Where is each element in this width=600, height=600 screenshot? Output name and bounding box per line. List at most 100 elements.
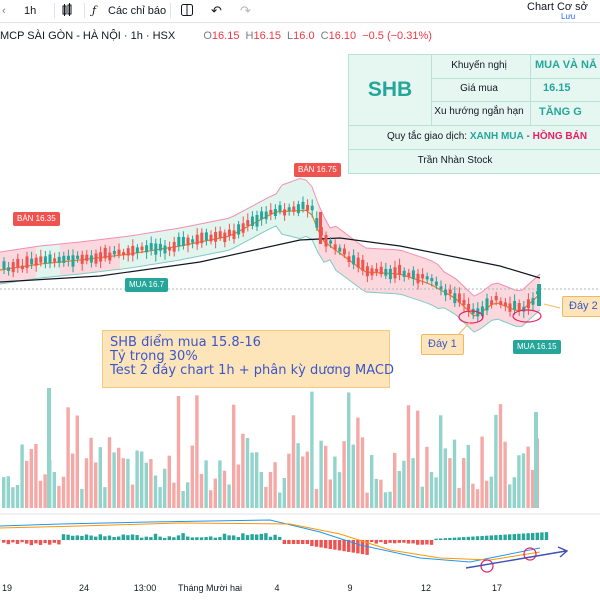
info-value: 16.15 [543,82,571,94]
macd-hist-bar [273,534,277,540]
x-tick: 9 [347,583,353,593]
chart-type-label[interactable]: Chart Cơ sở [527,1,588,13]
candle-body [503,302,507,307]
macd-hist-bar [29,540,33,546]
sell-callout-2[interactable]: BÁN 16.75 [294,163,341,177]
candle-body [71,255,75,267]
interval-button[interactable]: 1h [24,5,37,17]
volume-bar [434,477,438,508]
macd-hist-bar [61,534,66,540]
macd-hist-bar [181,533,185,540]
save-label[interactable]: Lưu [561,12,576,21]
candle-body [457,293,461,303]
macd-low-circle-2 [523,547,537,561]
symbol-title[interactable]: MCP SÀI GÒN - HÀ NỘI · 1h · HSX [0,30,176,42]
undo-icon[interactable]: ↶ [211,3,222,18]
candle-body [227,229,231,236]
candle-body [522,306,526,312]
bottom-2-label[interactable]: Đáy 2 [562,296,600,317]
volume-bar [135,450,139,508]
macd-hist-bar [209,536,213,540]
volume-bar [291,415,296,508]
macd-hist-bar [259,533,263,540]
volume-bar [94,462,98,508]
volume-bar [149,459,153,508]
indicators-button[interactable]: Các chỉ báo [108,5,167,17]
sell-callout-1[interactable]: BÁN 16.35 [13,212,60,226]
macd-hist-bar [11,540,15,543]
macd-hist-bar [480,535,484,540]
candle-body [283,209,287,216]
candle-body [319,212,322,244]
chart-area[interactable] [0,22,600,578]
macd-hist-bar [227,535,231,540]
candle-body [513,300,517,310]
macd-hist-bar [443,538,447,540]
candle-body [315,218,319,228]
macd-hist-bar [158,536,162,540]
volume-bar [319,440,323,508]
macd-hist-bar [107,535,112,540]
macd-hist-bar [84,534,89,540]
time-axis[interactable]: 19 24 13:00 Tháng Mười hai 4 9 12 17 [0,578,600,600]
buy-callout-1[interactable]: MUA 16.7 [125,278,169,292]
bar-style-icon[interactable] [60,3,74,19]
candle-body [89,255,93,263]
redo-icon[interactable]: ↷ [240,3,251,18]
macd-hist-bar [250,534,254,540]
indicators-icon[interactable]: ƒ [92,4,97,17]
candle-body [237,224,241,235]
rule-sell: HỒNG BÁN [532,131,588,142]
info-rule-row: Quy tắc giao dịch: XANH MUA - HỒNG BÁN [349,125,600,150]
x-tick: 17 [491,583,503,593]
x-tick: Tháng Mười hai [178,583,242,593]
macd-hist-bar [6,540,10,545]
candle-body [2,261,6,270]
info-value: MUA VÀ NẮ [535,59,597,71]
buy-callout-2[interactable]: MUA 16.15 [513,340,561,354]
macd-hist-bar [43,540,47,544]
volume-bar [112,452,116,508]
volume-bar [264,486,268,508]
layout-icon[interactable] [180,3,194,19]
volume-bar [103,487,107,508]
analysis-note[interactable]: SHB điểm mua 15.8-16 Tỷ trọng 30% Test 2… [102,330,394,388]
candlesticks [2,196,541,323]
macd-hist-bar [140,537,144,540]
candle-body [292,206,296,212]
candle-body [526,299,530,309]
macd-hist-bar [264,533,268,540]
macd-hist-bar [89,535,93,540]
volume-bar [365,492,369,508]
volume-bar [218,460,222,508]
divergence-arrow [465,550,567,569]
volume-bar [278,492,282,508]
volume-bar [411,458,415,508]
back-chevron-icon[interactable]: ‹ [2,5,6,17]
candle-body [537,284,541,306]
macd-hist-bar [75,535,79,540]
candle-body [264,211,268,220]
macd-hist-bar [337,540,342,551]
volume-bar [245,438,250,508]
macd-hist-bar [314,540,319,547]
candle-body [310,205,314,211]
volume-bar [328,479,332,508]
volume-bar [342,441,346,508]
macd-hist-bar [149,537,153,540]
macd-hist-bar [397,540,401,543]
volume-bar [15,484,20,508]
candle-body [379,266,383,275]
candle-body [338,247,342,252]
volume-bar [34,444,38,508]
volume-bar [227,484,231,508]
candle-body [402,270,406,277]
macd-hist-bar [296,540,300,544]
lower-band [0,225,541,333]
volume-bar [370,454,374,508]
candle-body [384,268,388,276]
bottom-1-label[interactable]: Đáy 1 [421,334,464,355]
macd-hist-bar [112,536,116,540]
upper-band [0,178,541,297]
rule-buy: XANH MUA [469,131,524,142]
